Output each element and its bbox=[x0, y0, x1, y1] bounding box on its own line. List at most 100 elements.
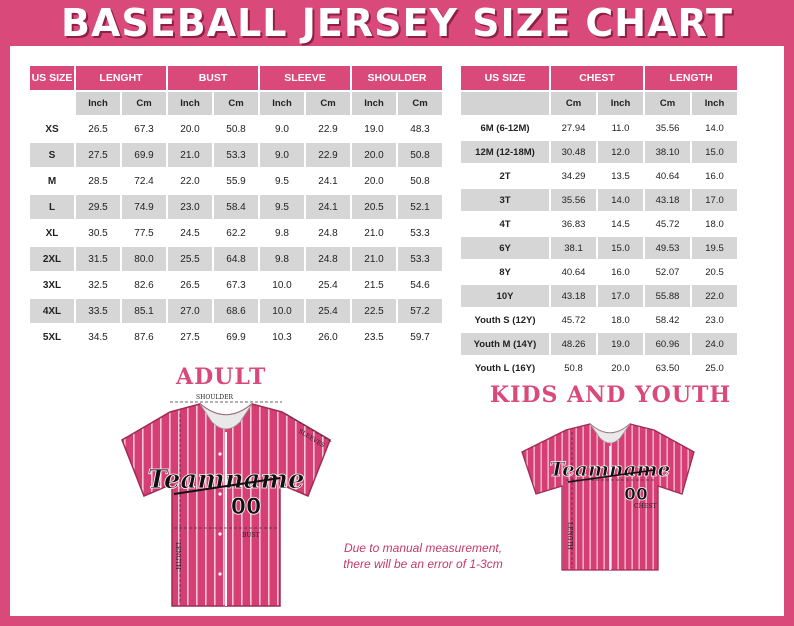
value-cell: 18.0 bbox=[611, 314, 630, 326]
value-cell: 12.0 bbox=[598, 141, 643, 163]
header-row: US SIZE LENGHT BUST SLEEVE SHOULDER bbox=[30, 66, 442, 90]
value-cell: 21.0 bbox=[352, 247, 396, 271]
value-cell: 17.0 bbox=[692, 189, 737, 211]
header-row: US SIZE CHEST LENGTH bbox=[461, 66, 737, 90]
jersey-collar bbox=[199, 403, 253, 430]
value-cell: 19.0 bbox=[364, 123, 384, 135]
kids-table-body: 6M (6-12M) 27.94 11.0 35.56 14.0 12M (12-18M)… bbox=[461, 117, 737, 379]
size-cell: L bbox=[30, 195, 74, 219]
subheader-unit: Cm bbox=[645, 92, 690, 115]
value-cell: 60.96 bbox=[645, 333, 690, 355]
table-row: 2T 34.29 13.5 40.64 16.0 bbox=[461, 165, 737, 187]
subheader-unit: Inch bbox=[76, 92, 120, 115]
value-cell: 55.9 bbox=[226, 175, 246, 187]
size-cell: Youth M (14Y) bbox=[461, 333, 549, 355]
size-cell: Youth L (16Y) bbox=[474, 362, 536, 374]
value-cell: 26.5 bbox=[180, 279, 200, 291]
jersey-number: 00 bbox=[624, 485, 648, 505]
value-cell: 9.8 bbox=[275, 227, 289, 239]
value-cell: 62.2 bbox=[226, 227, 246, 239]
value-cell: 11.0 bbox=[611, 122, 630, 134]
value-cell: 35.56 bbox=[551, 189, 596, 211]
value-cell: 43.18 bbox=[645, 189, 690, 211]
value-cell: 9.5 bbox=[275, 175, 289, 187]
value-cell: 36.83 bbox=[561, 218, 586, 230]
value-cell: 20.5 bbox=[352, 195, 396, 219]
value-cell: 23.5 bbox=[364, 331, 384, 343]
subheader-unit: Cm bbox=[551, 92, 596, 115]
value-cell: 24.8 bbox=[318, 227, 338, 239]
value-cell: 17.0 bbox=[598, 285, 643, 307]
table-row: 3XL 32.5 82.6 26.5 67.3 10.0 25.4 21.5 54.6 bbox=[30, 273, 442, 297]
size-cell: Youth S (12Y) bbox=[474, 314, 536, 326]
size-cell: 12M (12-18M) bbox=[461, 141, 549, 163]
value-cell: 22.0 bbox=[692, 285, 737, 307]
value-cell: 14.0 bbox=[598, 189, 643, 211]
value-cell: 10.0 bbox=[272, 279, 292, 291]
value-cell: 25.5 bbox=[168, 247, 212, 271]
subheader-unit: Cm bbox=[398, 92, 442, 115]
value-cell: 67.3 bbox=[226, 279, 246, 291]
value-cell: 25.4 bbox=[318, 279, 338, 291]
page-title: BASEBALL JERSEY SIZE CHART bbox=[61, 1, 733, 45]
value-cell: 48.3 bbox=[410, 123, 430, 135]
value-cell: 58.4 bbox=[214, 195, 258, 219]
value-cell: 20.0 bbox=[352, 143, 396, 167]
size-cell: 6M (6-12M) bbox=[480, 122, 530, 134]
value-cell: 27.5 bbox=[76, 143, 120, 167]
subheader-unit: Inch bbox=[598, 92, 643, 115]
value-cell: 19.0 bbox=[598, 333, 643, 355]
value-cell: 28.5 bbox=[88, 175, 108, 187]
size-cell: M bbox=[47, 175, 57, 187]
table-row: 8Y 40.64 16.0 52.07 20.5 bbox=[461, 261, 737, 283]
value-cell: 27.94 bbox=[561, 122, 586, 134]
col-header-shoulder: SHOULDER bbox=[352, 66, 442, 90]
adult-size-table: US SIZE LENGHT BUST SLEEVE SHOULDER Inch… bbox=[28, 64, 444, 351]
table-row: 4T 36.83 14.5 45.72 18.0 bbox=[461, 213, 737, 235]
subheader-blank bbox=[30, 92, 74, 115]
value-cell: 25.0 bbox=[705, 362, 724, 374]
value-cell: 43.18 bbox=[551, 285, 596, 307]
jersey-team-name: Teamname bbox=[550, 457, 671, 481]
value-cell: 29.5 bbox=[76, 195, 120, 219]
value-cell: 50.8 bbox=[398, 143, 442, 167]
size-cell: 6Y bbox=[461, 237, 549, 259]
col-header-chest: CHEST bbox=[551, 66, 643, 90]
value-cell: 40.64 bbox=[655, 170, 680, 182]
value-cell: 80.0 bbox=[122, 247, 166, 271]
value-cell: 34.29 bbox=[561, 170, 586, 182]
value-cell: 63.50 bbox=[655, 362, 680, 374]
value-cell: 34.5 bbox=[88, 331, 108, 343]
value-cell: 22.5 bbox=[352, 299, 396, 323]
table-row: XL 30.5 77.5 24.5 62.2 9.8 24.8 21.0 53.3 bbox=[30, 221, 442, 245]
value-cell: 58.42 bbox=[655, 314, 680, 326]
subheader-unit: Inch bbox=[352, 92, 396, 115]
size-cell: 10Y bbox=[461, 285, 549, 307]
value-cell: 72.4 bbox=[134, 175, 154, 187]
subheader-blank bbox=[461, 92, 549, 115]
col-header-size: US SIZE bbox=[461, 66, 549, 90]
col-header-length: LENGHT bbox=[76, 66, 166, 90]
value-cell: 13.5 bbox=[611, 170, 630, 182]
table-row: 3T 35.56 14.0 43.18 17.0 bbox=[461, 189, 737, 211]
value-cell: 52.1 bbox=[398, 195, 442, 219]
size-cell: 8Y bbox=[499, 266, 511, 278]
subheader-unit: Inch bbox=[692, 92, 737, 115]
subheader-unit: Inch bbox=[168, 92, 212, 115]
adult-jersey-illustration: SHOULDER SLEEVES BUST LENGTH Teamname 00 bbox=[121, 394, 333, 607]
value-cell: 20.0 bbox=[180, 123, 200, 135]
value-cell: 38.10 bbox=[645, 141, 690, 163]
size-cell: S bbox=[30, 143, 74, 167]
value-cell: 21.0 bbox=[168, 143, 212, 167]
value-cell: 59.7 bbox=[410, 331, 430, 343]
value-cell: 24.1 bbox=[318, 175, 338, 187]
value-cell: 40.64 bbox=[561, 266, 586, 278]
size-cell: XS bbox=[45, 123, 59, 135]
value-cell: 25.4 bbox=[306, 299, 350, 323]
adult-heading: ADULT bbox=[176, 364, 267, 390]
size-cell: 2XL bbox=[30, 247, 74, 271]
table-row: 10Y 43.18 17.0 55.88 22.0 bbox=[461, 285, 737, 307]
value-cell: 30.48 bbox=[551, 141, 596, 163]
size-cell: 2T bbox=[499, 170, 511, 182]
value-cell: 33.5 bbox=[76, 299, 120, 323]
